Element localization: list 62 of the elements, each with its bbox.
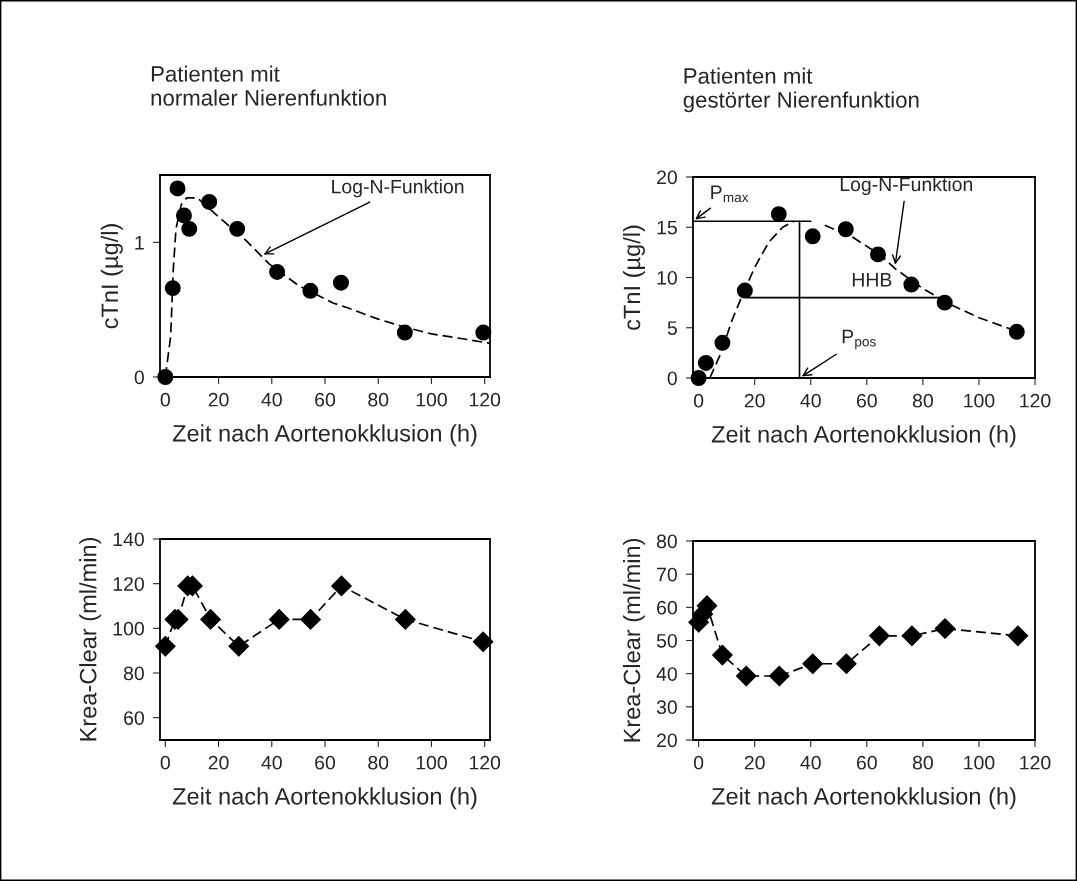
annotation: Log-N-Funktion xyxy=(332,179,464,198)
x-tick-label: 0 xyxy=(160,392,170,407)
x-axis-title: Zeit nach Aortenokklusion (h) xyxy=(172,424,477,447)
x-tick-label: 20 xyxy=(208,392,229,407)
y-tick-label: 80 xyxy=(123,666,144,681)
x-tick-label: 120 xyxy=(1020,755,1051,770)
x-axis-title: Zeit nach Aortenokklusion (h) xyxy=(172,787,477,810)
x-tick-label: 60 xyxy=(856,393,877,408)
x-tick-label: 20 xyxy=(208,755,229,770)
y-tick-label: 80 xyxy=(656,534,677,549)
annotation: HHB xyxy=(852,273,892,287)
y-axis-title: Krea-Clear (ml/min) xyxy=(79,537,102,741)
y-tick-label: 20 xyxy=(657,170,677,185)
y-tick-label: 10 xyxy=(657,270,677,285)
x-tick-label: 80 xyxy=(368,392,389,407)
x-tick-label: 40 xyxy=(261,755,282,770)
x-tick-label: 0 xyxy=(693,755,704,770)
y-tick-label: 1 xyxy=(135,236,144,250)
y-tick-label: 0 xyxy=(667,371,677,386)
y-tick-label: 120 xyxy=(113,577,144,591)
x-tick-label: 20 xyxy=(744,755,765,770)
x-tick-label: 40 xyxy=(800,755,821,770)
y-axis-title: cTnI (µg/l) xyxy=(100,224,123,329)
y-axis-title: cTnI (µg/l) xyxy=(622,225,645,330)
chart-title: Patienten mit normaler Nierenfunktion xyxy=(151,65,386,106)
y-tick-label: 140 xyxy=(113,532,144,547)
x-tick-label: 120 xyxy=(469,392,501,407)
x-tick-label: 80 xyxy=(912,393,933,408)
x-tick-label: 60 xyxy=(315,392,336,407)
x-tick-label: 80 xyxy=(368,755,389,770)
y-tick-label: 20 xyxy=(657,733,677,748)
x-tick-label: 100 xyxy=(964,755,995,770)
y-tick-label: 40 xyxy=(656,667,677,681)
x-tick-label: 20 xyxy=(744,393,765,408)
x-tick-label: 60 xyxy=(315,755,336,770)
chart-title: Patienten mit gestörter Nierenfunktion xyxy=(683,67,919,113)
x-tick-label: 100 xyxy=(964,393,995,408)
y-tick-label: 70 xyxy=(657,567,677,582)
y-tick-label: 5 xyxy=(667,321,677,335)
y-tick-label: 50 xyxy=(656,633,677,648)
x-tick-label: 0 xyxy=(160,755,170,770)
y-tick-label: 30 xyxy=(656,700,677,715)
y-tick-label: 0 xyxy=(134,370,144,385)
x-tick-label: 120 xyxy=(469,755,501,770)
annotation: Log-N-Funktion xyxy=(840,176,973,196)
x-tick-label: 100 xyxy=(416,392,447,407)
x-tick-label: 0 xyxy=(693,393,704,408)
x-tick-label: 60 xyxy=(856,755,877,770)
annotation: P$_{pos}$ xyxy=(842,329,876,350)
x-axis-title: Zeit nach Aortenokklusion (h) xyxy=(711,425,1016,448)
y-tick-label: 60 xyxy=(657,600,677,615)
x-tick-label: 80 xyxy=(912,755,933,770)
x-axis-title: Zeit nach Aortenokklusion (h) xyxy=(711,787,1016,810)
y-axis-title: Krea-Clear (ml/min) xyxy=(622,538,645,742)
y-tick-label: 60 xyxy=(124,711,144,725)
x-tick-label: 100 xyxy=(416,755,447,770)
annotation: P$_{max}$ xyxy=(711,185,749,203)
y-tick-label: 15 xyxy=(657,220,677,235)
x-tick-label: 120 xyxy=(1020,393,1051,408)
y-tick-label: 100 xyxy=(113,621,144,636)
x-tick-label: 40 xyxy=(261,392,282,407)
x-tick-label: 40 xyxy=(800,393,821,408)
